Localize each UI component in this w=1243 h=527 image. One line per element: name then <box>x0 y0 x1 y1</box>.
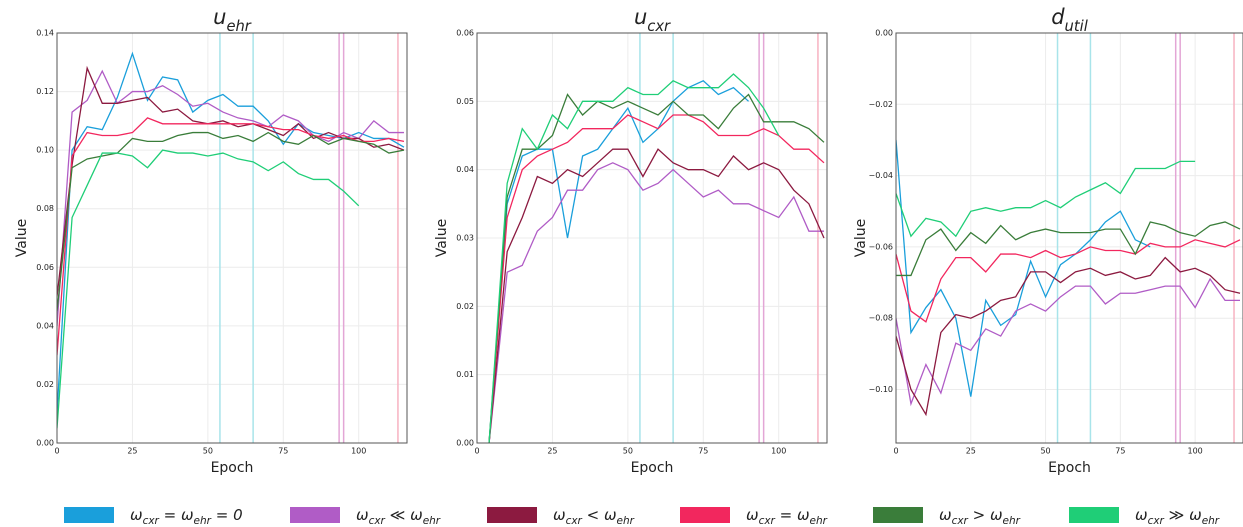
legend-label: ωcxr ≪ ωehr <box>356 506 441 527</box>
x-tick-label: 100 <box>1187 447 1202 456</box>
series-line <box>488 114 825 443</box>
series-line <box>488 162 824 443</box>
series-line <box>57 69 404 326</box>
y-tick-label: 0.01 <box>456 370 474 379</box>
y-tick-label: −0.02 <box>868 100 893 109</box>
y-tick-label: 0.02 <box>36 380 54 389</box>
legend-label: ωcxr = ωehr <box>746 506 828 527</box>
plot-frame <box>895 32 1243 444</box>
y-tick-label: −0.08 <box>868 314 893 323</box>
x-tick-label: 50 <box>623 447 633 456</box>
y-tick-label: 0.06 <box>36 263 54 272</box>
y-tick-label: 0.12 <box>36 87 54 96</box>
y-tick-label: 0.00 <box>456 439 474 448</box>
chart-title: dutil <box>1051 5 1088 35</box>
x-axis-label: Epoch <box>1048 460 1091 476</box>
y-tick-label: −0.10 <box>868 385 893 394</box>
y-tick-label: 0.06 <box>456 29 474 38</box>
plot-area <box>57 33 407 443</box>
plot-area <box>896 33 1243 443</box>
plot-content <box>896 33 1243 443</box>
plot-content <box>477 33 827 443</box>
y-tick-label: 0.00 <box>875 29 893 38</box>
series-line <box>896 277 1241 407</box>
y-tick-label: 0.00 <box>36 439 54 448</box>
x-tick-label: 75 <box>698 447 708 456</box>
x-tick-label: 100 <box>351 447 366 456</box>
legend-label: ωcxr > ωehr <box>939 506 1021 527</box>
y-tick-label: 0.04 <box>456 165 474 174</box>
legend-swatch <box>64 507 114 523</box>
x-tick-label: 0 <box>54 447 59 456</box>
plot-frame <box>476 32 828 444</box>
legend-swatch <box>680 507 730 523</box>
y-axis-label: Value <box>853 219 869 257</box>
y-tick-label: 0.04 <box>36 321 54 330</box>
series-line <box>488 80 749 443</box>
series-line <box>488 93 825 443</box>
y-tick-label: −0.06 <box>868 242 893 251</box>
y-axis-label: Value <box>434 219 450 257</box>
y-tick-label: 0.02 <box>456 302 474 311</box>
y-tick-label: 0.08 <box>36 204 54 213</box>
legend-label: ωcxr = ωehr = 0 <box>130 506 243 527</box>
legend-label: ωcxr ≫ ωehr <box>1135 506 1220 527</box>
series-line <box>896 239 1241 323</box>
x-tick-label: 100 <box>771 447 786 456</box>
series-line <box>896 160 1196 238</box>
chart-title: ucxr <box>634 5 671 35</box>
legend-swatch <box>1069 507 1119 523</box>
y-tick-label: 0.05 <box>456 97 474 106</box>
series-line <box>896 221 1241 277</box>
y-tick-label: 0.10 <box>36 146 54 155</box>
x-tick-label: 25 <box>966 447 976 456</box>
plot-frame <box>56 32 408 444</box>
x-tick-label: 50 <box>203 447 213 456</box>
x-tick-label: 25 <box>547 447 557 456</box>
x-axis-label: Epoch <box>631 460 674 476</box>
y-tick-label: 0.03 <box>456 234 474 243</box>
chart-title: uehr <box>213 5 252 35</box>
legend-label: ωcxr < ωehr <box>553 506 635 527</box>
legend-swatch <box>487 507 537 523</box>
legend-swatch <box>290 507 340 523</box>
series-line <box>896 139 1151 397</box>
series-line <box>488 73 780 443</box>
x-tick-label: 25 <box>127 447 137 456</box>
x-tick-label: 75 <box>1115 447 1125 456</box>
series-line <box>488 148 825 443</box>
x-tick-label: 50 <box>1040 447 1050 456</box>
x-axis-label: Epoch <box>211 460 254 476</box>
plot-content <box>57 33 407 443</box>
series-line <box>896 256 1241 417</box>
x-tick-label: 0 <box>893 447 898 456</box>
y-axis-label: Value <box>14 219 30 257</box>
series-line <box>57 149 360 429</box>
legend-swatch <box>873 507 923 523</box>
series-line <box>57 117 405 356</box>
x-tick-label: 0 <box>474 447 479 456</box>
y-tick-label: −0.04 <box>868 171 893 180</box>
y-tick-label: 0.14 <box>36 29 54 38</box>
x-tick-label: 75 <box>278 447 288 456</box>
